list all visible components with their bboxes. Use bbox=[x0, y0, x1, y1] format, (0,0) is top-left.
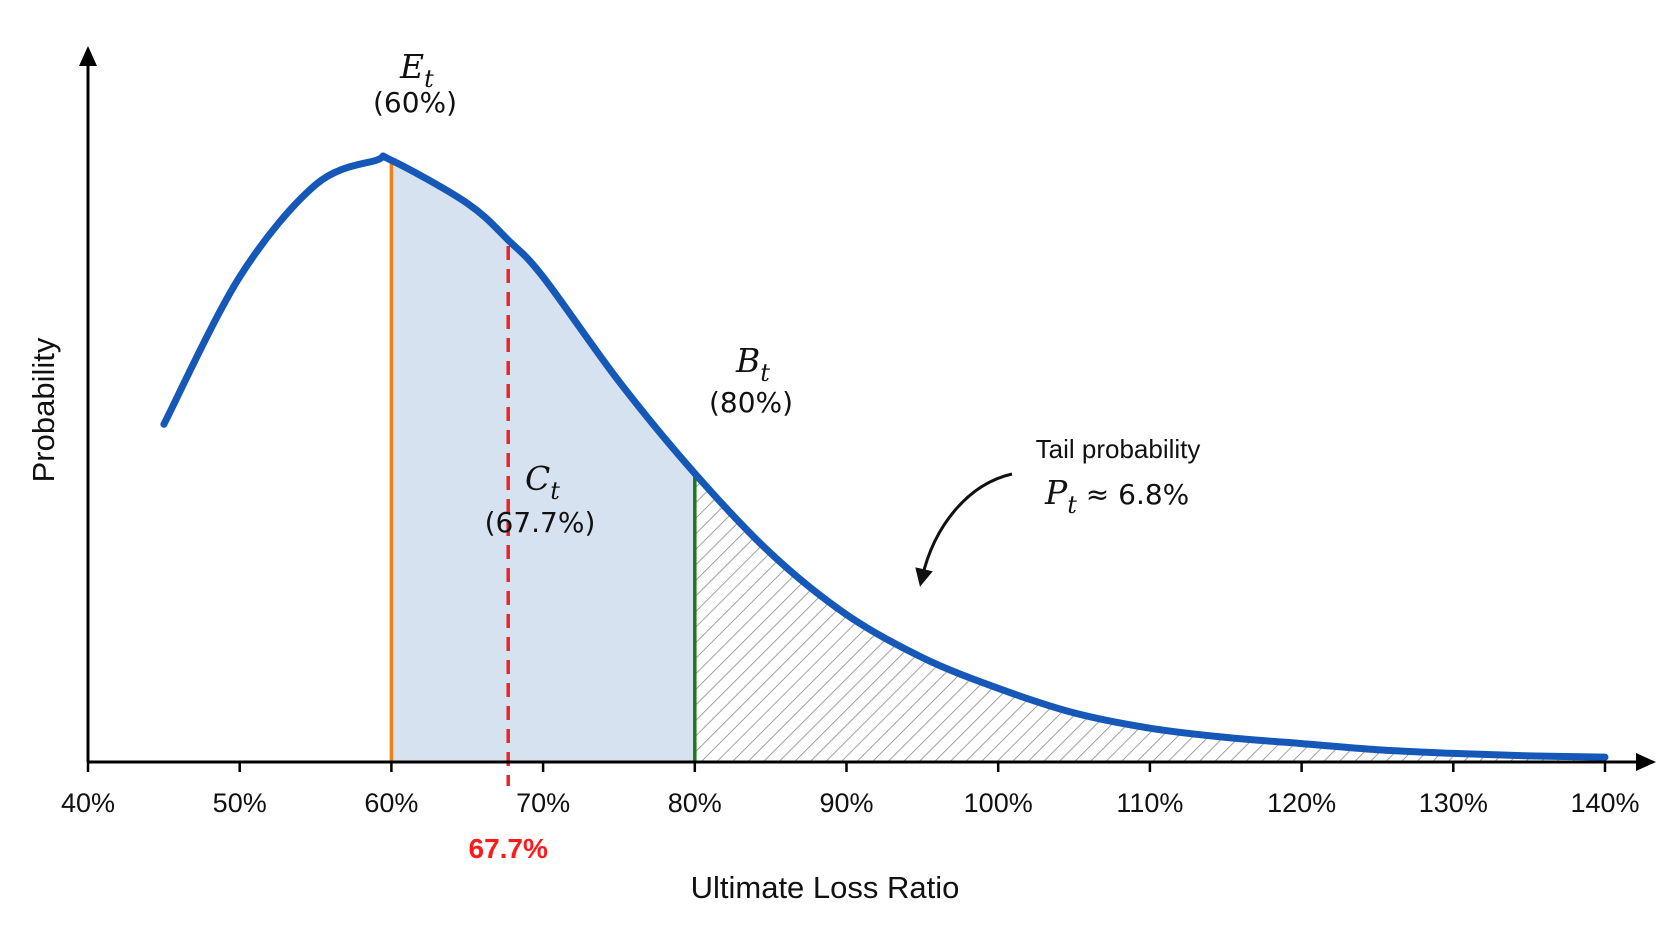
x-tick-label: 140% bbox=[1570, 788, 1639, 818]
tail-hatched-region bbox=[694, 473, 1605, 762]
tail-probability-label: Tail probability bbox=[1036, 434, 1201, 464]
current-value-axis-callout: 67.7% bbox=[469, 833, 548, 864]
x-tick-label: 110% bbox=[1116, 788, 1183, 818]
x-axis-ticks bbox=[86, 762, 1607, 772]
x-axis-arrow-icon bbox=[1636, 753, 1656, 771]
expected-symbol: Et bbox=[399, 47, 434, 93]
x-tick-label: 90% bbox=[819, 788, 873, 818]
x-tick-label: 120% bbox=[1267, 788, 1336, 818]
x-tick-label: 100% bbox=[964, 788, 1033, 818]
current-symbol: Ct bbox=[525, 459, 560, 505]
x-tick-label: 70% bbox=[516, 788, 570, 818]
x-tick-label: 60% bbox=[364, 788, 418, 818]
boundary-symbol: Bt bbox=[735, 341, 770, 387]
y-axis-title: Probability bbox=[26, 337, 61, 482]
x-tick-label: 40% bbox=[61, 788, 115, 818]
distribution-curve bbox=[160, 152, 1609, 761]
expected-value-label: (60%) bbox=[373, 86, 457, 119]
shaded-area-region bbox=[391, 160, 695, 763]
tail-probability-value: Pt ≈ 6.8% bbox=[1044, 473, 1189, 519]
x-axis-title: Ultimate Loss Ratio bbox=[691, 870, 960, 905]
x-tick-label: 130% bbox=[1419, 788, 1488, 818]
y-axis-arrow-icon bbox=[79, 46, 97, 66]
boundary-value-label: (80%) bbox=[709, 386, 793, 419]
x-tick-label: 50% bbox=[213, 788, 267, 818]
x-tick-label: 80% bbox=[668, 788, 722, 818]
x-axis-tick-labels: 40% 50% 60% 70% 80% 90% 100% 110% 120% 130% 140% bbox=[61, 788, 1640, 818]
annotation-arrow-icon bbox=[915, 472, 1013, 587]
marker-labels: Et (60%) Ct (67.7%) Bt (80%) bbox=[373, 47, 793, 539]
current-value-label: (67.7%) bbox=[485, 506, 596, 539]
